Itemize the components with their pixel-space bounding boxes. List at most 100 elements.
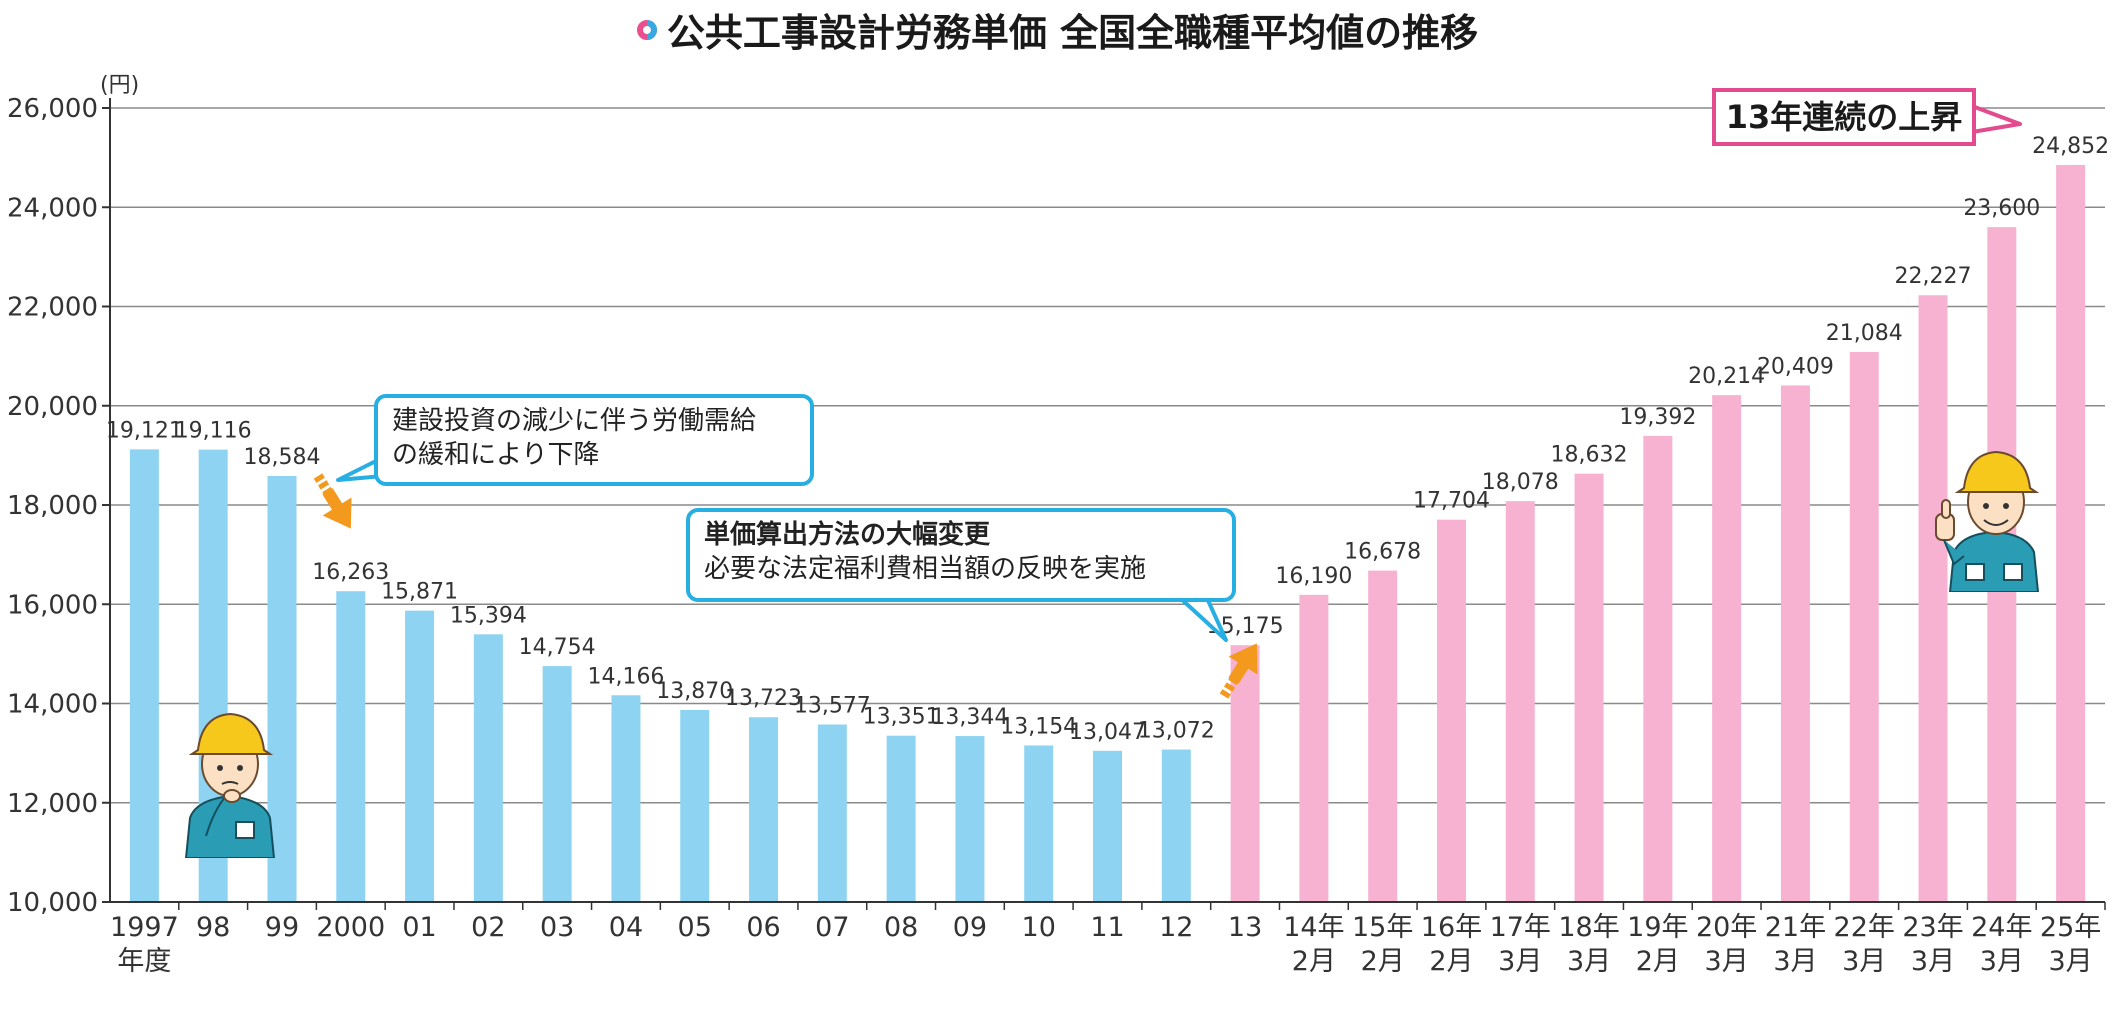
bar: [1024, 745, 1054, 902]
bar: [1230, 645, 1260, 902]
bar-value-label: 18,632: [1551, 443, 1628, 468]
bar: [1093, 750, 1122, 902]
x-tick-label: 21年: [1765, 912, 1826, 943]
y-tick-label: 18,000: [7, 491, 98, 521]
x-tick-label: 2000: [316, 912, 385, 943]
y-tick-label: 22,000: [7, 293, 98, 323]
x-tick-label: 07: [815, 912, 849, 943]
bar-value-label: 13,351: [863, 705, 940, 730]
bar-value-label: 13,577: [794, 693, 871, 718]
x-tick-label: 03: [540, 912, 574, 943]
x-tick-label: 16年: [1421, 912, 1482, 943]
bar: [749, 717, 779, 902]
x-tick-label: 12: [1159, 912, 1193, 943]
y-tick-label: 26,000: [7, 94, 98, 124]
x-tick-label: 04: [609, 912, 643, 943]
x-tick-label: 15年: [1352, 912, 1413, 943]
bar-value-label: 14,754: [519, 635, 596, 660]
y-tick-label: 12,000: [7, 789, 98, 819]
bar-value-label: 15,871: [381, 580, 458, 605]
title-bullet-icon: [636, 19, 657, 40]
decline-callout-line1: 建設投資の減少に伴う労働需給: [392, 406, 757, 436]
bar-value-label: 13,344: [931, 705, 1008, 730]
arrow-down-icon: [313, 473, 352, 529]
bar-value-label: 22,227: [1895, 264, 1972, 289]
bar-value-label: 17,704: [1413, 489, 1490, 514]
x-tick-label: 2月: [1292, 946, 1336, 977]
x-tick-label: 02: [471, 912, 505, 943]
bar-value-label: 20,409: [1757, 354, 1834, 379]
x-tick-label: 06: [746, 912, 780, 943]
x-tick-label: 3月: [1911, 946, 1955, 977]
bar: [1574, 473, 1604, 902]
bar: [1849, 351, 1879, 902]
x-tick-label: 25年: [2040, 912, 2101, 943]
bar: [473, 634, 503, 902]
worker-thumbs-up-icon: [1935, 450, 2040, 592]
decline-callout: 建設投資の減少に伴う労働需給 の緩和により下降: [374, 394, 814, 486]
x-tick-label: 3月: [1498, 946, 1542, 977]
x-tick-label: 13: [1228, 912, 1262, 943]
y-tick-label: 10,000: [7, 888, 98, 918]
bar: [680, 709, 710, 902]
callout-tail-rise: [1970, 104, 2022, 134]
x-tick-label: 年度: [117, 946, 171, 977]
x-tick-label: 22年: [1834, 912, 1895, 943]
arrow-up-icon: [1219, 643, 1258, 699]
x-tick-label: 1997: [110, 912, 179, 943]
worker-thinking-icon: [184, 712, 276, 858]
bar: [1643, 435, 1673, 902]
bar: [955, 736, 985, 902]
x-tick-label: 99: [265, 912, 299, 943]
bar-value-label: 13,047: [1069, 720, 1146, 745]
bar-value-label: 14,166: [587, 664, 664, 689]
bar-value-label: 16,190: [1275, 564, 1352, 589]
x-tick-label: 08: [884, 912, 918, 943]
bar-value-label: 16,678: [1344, 540, 1421, 565]
decline-callout-line2: の緩和により下降: [392, 440, 600, 470]
y-tick-label: 24,000: [7, 193, 98, 223]
x-tick-label: 11: [1090, 912, 1124, 943]
bar: [542, 666, 572, 902]
axes: 10,000 12,000 14,000 16,000 18,000 20,000 22,0…: [7, 94, 2106, 977]
x-tick-label: 14年: [1283, 912, 1344, 943]
x-tick-label: 01: [402, 912, 436, 943]
bar: [611, 695, 641, 902]
bar-value-label: 15,394: [450, 603, 527, 628]
x-tick-label: 2月: [1361, 946, 1405, 977]
bar-value-label: 18,078: [1482, 470, 1559, 495]
bar-value-label: 16,263: [312, 560, 389, 585]
bar: [1712, 395, 1742, 902]
x-tick-label: 2月: [1429, 946, 1473, 977]
bar: [1368, 570, 1398, 902]
bar-value-label: 24,852: [2032, 134, 2109, 159]
x-tick-label: 05: [678, 912, 712, 943]
y-tick-label: 16,000: [7, 590, 98, 620]
bar: [336, 591, 366, 902]
bar-value-label: 13,723: [725, 686, 802, 711]
x-tick-label: 24年: [1971, 912, 2032, 943]
method-change-body: 必要な法定福利費相当額の反映を実施: [704, 554, 1147, 584]
x-tick-label: 3月: [1773, 946, 1817, 977]
bar: [1299, 594, 1329, 902]
x-tick-label: 3月: [1705, 946, 1749, 977]
x-tick-label: 20年: [1696, 912, 1757, 943]
x-tick-label: 19年: [1627, 912, 1688, 943]
x-tick-label: 3月: [1842, 946, 1886, 977]
bar: [2056, 164, 2086, 903]
y-tick-label: 20,000: [7, 392, 98, 422]
bar-value-label: 23,600: [1963, 196, 2040, 221]
y-unit-label: (円): [100, 73, 139, 98]
bar: [886, 735, 916, 902]
bar: [1436, 519, 1466, 902]
x-tick-label: 17年: [1490, 912, 1551, 943]
bar-value-label: 13,154: [1000, 714, 1077, 739]
rise-callout: 13年連続の上昇: [1712, 88, 1976, 146]
bar: [1161, 749, 1191, 902]
x-tick-label: 3月: [1980, 946, 2024, 977]
bar: [267, 476, 297, 902]
x-tick-label: 3月: [2049, 946, 2093, 977]
chart-title: 公共工事設計労務単価 全国全職種平均値の推移: [636, 2, 1478, 57]
y-tick-label: 14,000: [7, 690, 98, 720]
bar-value-label: 18,584: [243, 445, 320, 470]
